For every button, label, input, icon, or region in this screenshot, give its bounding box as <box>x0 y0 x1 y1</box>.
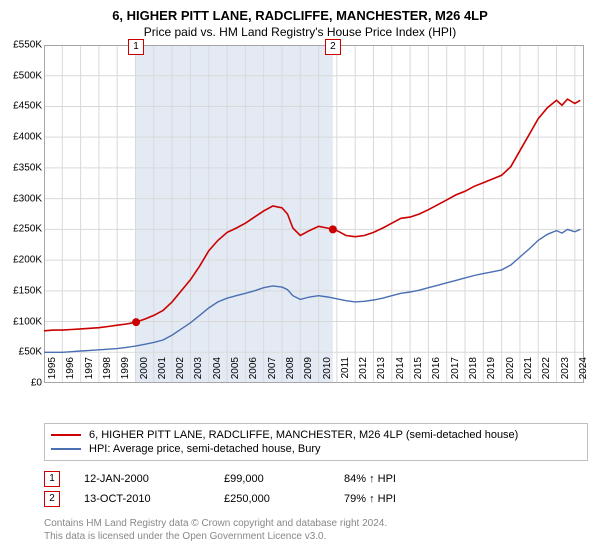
y-axis-tick-label: £450K <box>2 101 42 112</box>
x-axis-tick-label: 2004 <box>212 357 223 397</box>
sale-pct-hpi: 84% ↑ HPI <box>344 473 464 485</box>
sale-marker-icon: 2 <box>325 39 341 55</box>
x-axis-tick-label: 2023 <box>560 357 571 397</box>
plot-svg <box>44 45 584 383</box>
legend-label: HPI: Average price, semi-detached house,… <box>89 443 321 455</box>
sale-price: £99,000 <box>224 473 344 485</box>
x-axis-tick-label: 2012 <box>358 357 369 397</box>
x-axis-tick-label: 1995 <box>47 357 58 397</box>
footer-line: This data is licensed under the Open Gov… <box>44 530 600 543</box>
sale-price: £250,000 <box>224 493 344 505</box>
x-axis-tick-label: 2014 <box>395 357 406 397</box>
sales-row: 2 13-OCT-2010 £250,000 79% ↑ HPI <box>44 489 600 509</box>
x-axis-tick-label: 2016 <box>431 357 442 397</box>
x-axis-tick-label: 1998 <box>102 357 113 397</box>
x-axis-tick-label: 2008 <box>285 357 296 397</box>
y-axis-tick-label: £200K <box>2 255 42 266</box>
x-axis-tick-label: 2003 <box>193 357 204 397</box>
legend: 6, HIGHER PITT LANE, RADCLIFFE, MANCHEST… <box>44 423 588 461</box>
y-axis-tick-label: £500K <box>2 70 42 81</box>
legend-swatch-icon <box>51 434 81 436</box>
sale-pct-hpi: 79% ↑ HPI <box>344 493 464 505</box>
y-axis-tick-label: £350K <box>2 162 42 173</box>
x-axis-tick-label: 2022 <box>541 357 552 397</box>
chart-title-subtitle: Price paid vs. HM Land Registry's House … <box>0 23 600 45</box>
chart-title-address: 6, HIGHER PITT LANE, RADCLIFFE, MANCHEST… <box>0 0 600 23</box>
sales-row: 1 12-JAN-2000 £99,000 84% ↑ HPI <box>44 469 600 489</box>
x-axis-tick-label: 2013 <box>376 357 387 397</box>
y-axis-tick-label: £250K <box>2 224 42 235</box>
x-axis-tick-label: 2018 <box>468 357 479 397</box>
sale-date: 13-OCT-2010 <box>84 493 224 505</box>
chart-container: 6, HIGHER PITT LANE, RADCLIFFE, MANCHEST… <box>0 0 600 560</box>
x-axis-tick-label: 2000 <box>139 357 150 397</box>
x-axis-tick-label: 2009 <box>303 357 314 397</box>
x-axis-tick-label: 2021 <box>523 357 534 397</box>
legend-item: HPI: Average price, semi-detached house,… <box>51 442 581 456</box>
sale-marker-icon: 2 <box>44 491 60 507</box>
x-axis-tick-label: 2010 <box>322 357 333 397</box>
x-axis-tick-label: 2011 <box>340 357 351 397</box>
x-axis-tick-label: 2015 <box>413 357 424 397</box>
x-axis-tick-label: 1999 <box>120 357 131 397</box>
x-axis-tick-label: 1997 <box>84 357 95 397</box>
x-axis-tick-label: 2005 <box>230 357 241 397</box>
y-axis-tick-label: £100K <box>2 316 42 327</box>
x-axis-tick-label: 2007 <box>267 357 278 397</box>
y-axis-tick-label: £50K <box>2 347 42 358</box>
sales-table: 1 12-JAN-2000 £99,000 84% ↑ HPI 2 13-OCT… <box>44 469 600 509</box>
x-axis-tick-label: 1996 <box>65 357 76 397</box>
plot-area: 12£0£50K£100K£150K£200K£250K£300K£350K£4… <box>44 45 584 383</box>
legend-item: 6, HIGHER PITT LANE, RADCLIFFE, MANCHEST… <box>51 428 581 442</box>
footer-line: Contains HM Land Registry data © Crown c… <box>44 517 600 530</box>
legend-swatch-icon <box>51 448 81 450</box>
x-axis-tick-label: 2024 <box>578 357 589 397</box>
y-axis-tick-label: £550K <box>2 40 42 51</box>
x-axis-tick-label: 2017 <box>450 357 461 397</box>
sale-marker-icon: 1 <box>128 39 144 55</box>
y-axis-tick-label: £300K <box>2 193 42 204</box>
x-axis-tick-label: 2020 <box>505 357 516 397</box>
legend-label: 6, HIGHER PITT LANE, RADCLIFFE, MANCHEST… <box>89 429 518 441</box>
y-axis-tick-label: £0 <box>2 378 42 389</box>
sale-marker-icon: 1 <box>44 471 60 487</box>
x-axis-tick-label: 2019 <box>486 357 497 397</box>
x-axis-tick-label: 2001 <box>157 357 168 397</box>
footer-attribution: Contains HM Land Registry data © Crown c… <box>44 517 600 543</box>
y-axis-tick-label: £150K <box>2 285 42 296</box>
x-axis-tick-label: 2006 <box>248 357 259 397</box>
x-axis-tick-label: 2002 <box>175 357 186 397</box>
y-axis-tick-label: £400K <box>2 132 42 143</box>
sale-date: 12-JAN-2000 <box>84 473 224 485</box>
